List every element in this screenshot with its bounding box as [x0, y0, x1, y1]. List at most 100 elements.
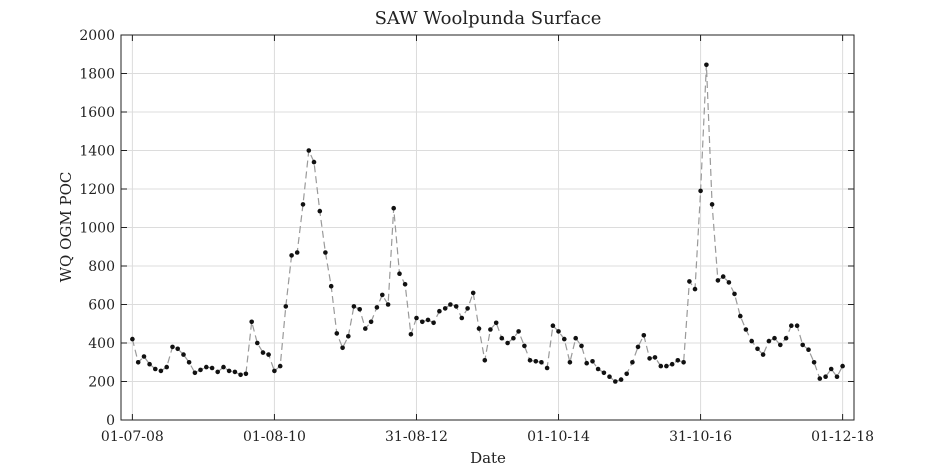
- data-point: [414, 315, 419, 321]
- data-point: [249, 319, 254, 325]
- data-point: [720, 274, 726, 279]
- axis-layer: 0 200 400 600 800 1000 1200 1400 1600 1800 2000 01-…: [79, 28, 874, 445]
- data-point: [238, 372, 243, 378]
- y-tick-label: 1400: [79, 144, 115, 160]
- y-tick-label: 1800: [79, 67, 115, 83]
- data-point: [778, 342, 783, 348]
- data-point: [465, 306, 470, 311]
- data-point: [539, 360, 544, 365]
- x-tick-label: 31-10-16: [669, 429, 732, 445]
- data-point: [164, 364, 169, 370]
- data-point: [499, 335, 505, 341]
- x-tick-label: 31-08-12: [385, 429, 448, 445]
- data-point: [624, 371, 629, 377]
- data-point: [664, 363, 669, 369]
- x-tick-label: 01-10-14: [527, 429, 590, 445]
- data-point: [243, 371, 249, 377]
- data-point: [147, 361, 152, 367]
- y-tick-label: 600: [88, 298, 115, 314]
- x-axis-label: Date: [470, 449, 506, 467]
- data-point: [533, 359, 539, 364]
- data-point: [311, 159, 317, 165]
- data-point: [811, 360, 817, 365]
- x-tick-label: 01-12-18: [811, 429, 874, 445]
- data-point: [749, 338, 754, 344]
- data-point: [420, 319, 425, 325]
- data-point: [470, 290, 476, 296]
- y-tick-label: 0: [106, 413, 115, 429]
- data-point: [738, 313, 743, 319]
- data-point: [226, 368, 232, 374]
- data-point: [357, 307, 363, 312]
- data-point: [755, 346, 760, 352]
- data-point: [692, 286, 698, 292]
- data-point: [368, 319, 374, 325]
- data-point: [153, 366, 158, 372]
- data-point: [590, 359, 595, 364]
- data-point: [300, 202, 306, 207]
- y-tick-label: 1200: [79, 182, 115, 198]
- data-point: [789, 323, 794, 329]
- y-axis-label: WQ OGM POC: [57, 172, 75, 283]
- data-point: [346, 334, 351, 339]
- series-line: [131, 64, 844, 383]
- data-point: [550, 323, 556, 329]
- data-point: [522, 343, 527, 349]
- data-point: [175, 346, 180, 352]
- data-point: [328, 283, 334, 289]
- data-point: [709, 202, 715, 207]
- y-tick-label: 1600: [79, 105, 115, 121]
- data-point: [272, 368, 277, 374]
- data-point: [323, 250, 328, 255]
- data-point: [635, 344, 641, 350]
- data-point: [340, 345, 345, 351]
- data-point: [351, 304, 357, 309]
- data-point: [221, 364, 226, 370]
- data-point: [277, 363, 283, 369]
- data-point: [437, 308, 442, 314]
- chart-title: SAW Woolpunda Surface: [375, 8, 602, 29]
- data-point: [527, 358, 533, 363]
- data-point: [806, 347, 811, 353]
- data-point: [385, 302, 391, 307]
- data-point: [254, 340, 260, 346]
- data-point: [317, 208, 323, 214]
- data-point: [681, 360, 686, 365]
- data-point: [516, 329, 521, 334]
- y-tick-label: 800: [88, 259, 115, 275]
- data-point: [823, 374, 828, 380]
- data-point: [687, 279, 692, 284]
- data-point: [334, 331, 340, 336]
- data-point: [476, 326, 482, 331]
- data-point: [772, 335, 777, 341]
- y-tick-label: 200: [88, 375, 115, 391]
- data-point: [306, 148, 312, 153]
- data-point: [363, 326, 368, 331]
- data-point: [584, 360, 589, 366]
- data-point: [425, 317, 431, 323]
- x-tick-label: 01-07-08: [101, 429, 164, 445]
- data-point: [669, 361, 675, 367]
- data-point: [601, 370, 607, 376]
- data-point: [135, 360, 141, 365]
- data-point: [840, 363, 845, 369]
- data-point: [783, 335, 789, 341]
- data-point: [698, 188, 703, 194]
- y-tick-label: 2000: [79, 28, 115, 44]
- data-point: [289, 253, 294, 258]
- data-point: [459, 315, 465, 321]
- data-point: [732, 291, 737, 297]
- data-point: [579, 343, 584, 349]
- data-point: [613, 379, 618, 384]
- data-point: [232, 369, 238, 375]
- data-point: [573, 335, 578, 341]
- data-point: [130, 336, 135, 342]
- data-point: [408, 332, 414, 337]
- data-point: [158, 368, 164, 374]
- data-point: [380, 292, 385, 298]
- data-point: [567, 360, 573, 365]
- data-point: [505, 340, 510, 346]
- data-point: [431, 320, 436, 326]
